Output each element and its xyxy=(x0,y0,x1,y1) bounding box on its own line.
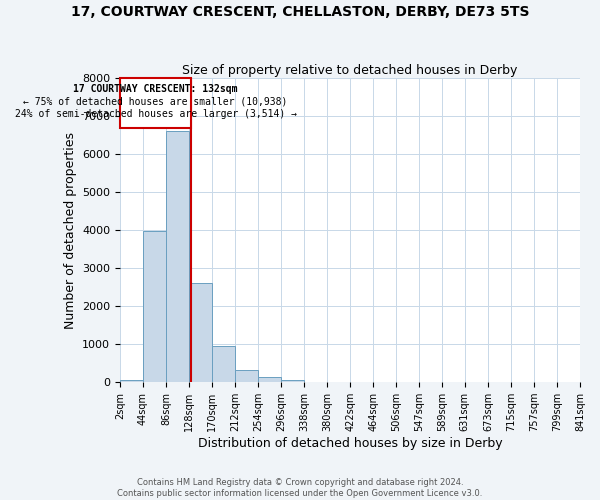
Bar xyxy=(258,377,281,382)
Text: 17, COURTWAY CRESCENT, CHELLASTON, DERBY, DE73 5TS: 17, COURTWAY CRESCENT, CHELLASTON, DERBY… xyxy=(71,5,529,19)
Bar xyxy=(281,380,304,382)
Text: 24% of semi-detached houses are larger (3,514) →: 24% of semi-detached houses are larger (… xyxy=(14,109,296,119)
Y-axis label: Number of detached properties: Number of detached properties xyxy=(64,132,77,328)
Bar xyxy=(166,131,189,382)
FancyBboxPatch shape xyxy=(120,78,191,128)
Text: Contains HM Land Registry data © Crown copyright and database right 2024.
Contai: Contains HM Land Registry data © Crown c… xyxy=(118,478,482,498)
Text: 17 COURTWAY CRESCENT: 132sqm: 17 COURTWAY CRESCENT: 132sqm xyxy=(73,84,238,94)
Text: ← 75% of detached houses are smaller (10,938): ← 75% of detached houses are smaller (10… xyxy=(23,96,288,106)
Bar xyxy=(189,282,212,382)
X-axis label: Distribution of detached houses by size in Derby: Distribution of detached houses by size … xyxy=(197,437,502,450)
Bar xyxy=(212,346,235,382)
Title: Size of property relative to detached houses in Derby: Size of property relative to detached ho… xyxy=(182,64,518,77)
Bar xyxy=(143,231,166,382)
Bar xyxy=(120,380,143,382)
Bar xyxy=(235,370,258,382)
